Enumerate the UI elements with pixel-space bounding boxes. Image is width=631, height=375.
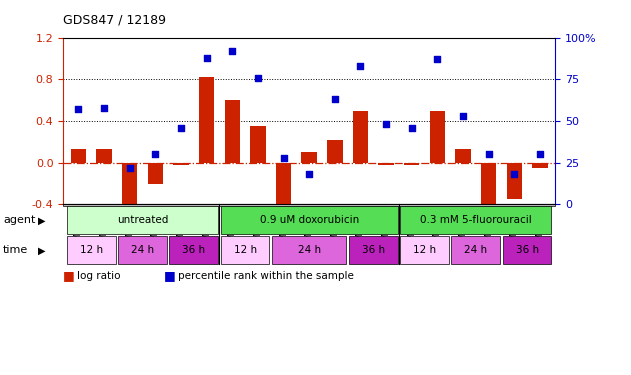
Point <box>458 113 468 119</box>
Point <box>176 124 186 130</box>
Bar <box>481 163 497 213</box>
Point <box>381 121 391 127</box>
Text: ■: ■ <box>63 269 75 282</box>
Text: log ratio: log ratio <box>77 271 121 280</box>
Text: time: time <box>3 245 28 255</box>
Text: percentile rank within the sample: percentile rank within the sample <box>178 271 354 280</box>
Point <box>406 124 416 130</box>
Point <box>73 106 83 112</box>
Bar <box>430 111 445 163</box>
Text: 0.3 mM 5-fluorouracil: 0.3 mM 5-fluorouracil <box>420 215 532 225</box>
Text: ■: ■ <box>164 269 176 282</box>
Point <box>535 152 545 157</box>
Text: ▶: ▶ <box>38 215 45 225</box>
Text: untreated: untreated <box>117 215 168 225</box>
Text: 24 h: 24 h <box>464 245 487 255</box>
Point <box>201 54 211 60</box>
Text: 36 h: 36 h <box>516 245 539 255</box>
Point <box>125 165 135 171</box>
Text: ▶: ▶ <box>38 245 45 255</box>
Bar <box>302 152 317 163</box>
Text: 36 h: 36 h <box>182 245 206 255</box>
Point <box>304 171 314 177</box>
Text: 24 h: 24 h <box>298 245 321 255</box>
Bar <box>71 149 86 163</box>
Bar <box>97 149 112 163</box>
Bar <box>148 163 163 183</box>
Bar <box>532 163 548 168</box>
Bar <box>327 140 343 163</box>
Text: 0.9 uM doxorubicin: 0.9 uM doxorubicin <box>259 215 359 225</box>
Bar <box>174 163 189 165</box>
Point <box>99 105 109 111</box>
Text: 24 h: 24 h <box>131 245 154 255</box>
Point <box>253 75 263 81</box>
Text: 36 h: 36 h <box>362 245 385 255</box>
Point <box>150 152 160 157</box>
Text: 12 h: 12 h <box>233 245 257 255</box>
Point <box>432 56 442 62</box>
Bar <box>507 163 522 199</box>
Bar <box>251 126 266 163</box>
Point <box>355 63 365 69</box>
Bar <box>199 77 215 163</box>
Text: 12 h: 12 h <box>80 245 103 255</box>
Point <box>278 154 288 160</box>
Point <box>227 48 237 54</box>
Bar <box>456 149 471 163</box>
Bar <box>122 163 138 213</box>
Bar <box>404 163 420 165</box>
Text: agent: agent <box>3 215 35 225</box>
Bar <box>353 111 368 163</box>
Point <box>483 152 493 157</box>
Bar <box>225 100 240 163</box>
Bar <box>379 163 394 165</box>
Bar <box>276 163 292 217</box>
Point <box>330 96 340 102</box>
Text: GDS847 / 12189: GDS847 / 12189 <box>63 13 166 26</box>
Text: 12 h: 12 h <box>413 245 436 255</box>
Point <box>509 171 519 177</box>
